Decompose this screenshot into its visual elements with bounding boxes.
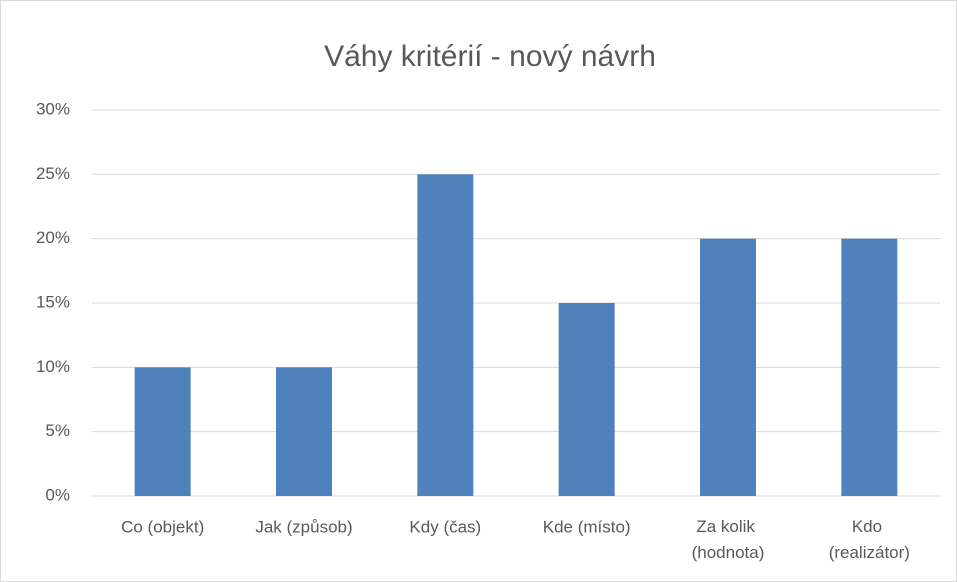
bar (134, 367, 191, 496)
y-tick-label: 0% (45, 485, 70, 504)
bar (700, 238, 756, 496)
y-tick-label: 5% (45, 421, 70, 440)
x-tick-label: Kdo (realizátor) (829, 517, 910, 562)
y-tick-label: 30% (36, 99, 70, 118)
chart-title: Váhy kritérií - nový návrh (324, 40, 656, 73)
bar (276, 367, 332, 496)
y-tick-label: 15% (36, 292, 70, 311)
x-tick-label: Co (objekt) (121, 517, 204, 536)
bar (841, 238, 898, 496)
x-tick-label: Jak (způsob) (255, 517, 352, 536)
bar (558, 303, 615, 496)
bar (417, 174, 474, 497)
x-tick-label: Za kolik (hodnota) (692, 517, 765, 562)
y-tick-label: 20% (36, 228, 70, 247)
y-tick-label: 10% (36, 357, 70, 376)
x-tick-label: Kde (místo) (543, 517, 631, 536)
x-tick-label: Kdy (čas) (409, 517, 481, 536)
y-tick-label: 25% (36, 164, 70, 183)
